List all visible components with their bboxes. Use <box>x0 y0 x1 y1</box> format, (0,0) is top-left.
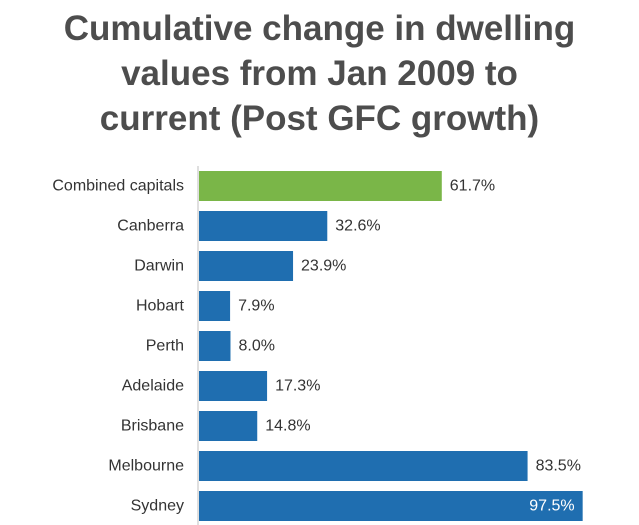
value-label-sydney: 97.5% <box>529 498 574 515</box>
bar-darwin <box>199 251 294 281</box>
chart-title-line-1: Cumulative change in dwelling <box>63 9 576 48</box>
value-label-perth: 8.0% <box>238 338 274 355</box>
value-label-adelaide: 17.3% <box>275 378 320 395</box>
category-label-canberra: Canberra <box>117 218 184 235</box>
value-label-brisbane: 14.8% <box>265 418 310 435</box>
value-label-combined-capitals: 61.7% <box>450 178 495 195</box>
category-label-brisbane: Brisbane <box>121 418 184 435</box>
bar-series: Combined capitals 61.7% Canberra 32.6% Darwi… <box>52 171 583 521</box>
category-label-perth: Perth <box>146 338 184 355</box>
category-label-melbourne: Melbourne <box>108 458 184 475</box>
bar-canberra <box>199 211 328 241</box>
category-label-adelaide: Adelaide <box>122 378 184 395</box>
category-label-combined-capitals: Combined capitals <box>52 178 184 195</box>
bar-melbourne <box>199 451 528 481</box>
value-label-hobart: 7.9% <box>238 298 274 315</box>
chart-title-line-2: values from Jan 2009 to <box>121 54 518 93</box>
bar-perth <box>199 331 231 361</box>
bar-combined-capitals <box>199 171 442 201</box>
category-label-darwin: Darwin <box>134 258 184 275</box>
value-label-darwin: 23.9% <box>301 258 346 275</box>
chart-title-line-3: current (Post GFC growth) <box>99 99 540 138</box>
value-label-melbourne: 83.5% <box>536 458 581 475</box>
value-label-canberra: 32.6% <box>335 218 380 235</box>
category-label-hobart: Hobart <box>136 298 185 315</box>
bar-sydney <box>199 491 583 521</box>
bar-adelaide <box>199 371 268 401</box>
chart-title: Cumulative change in dwelling values fro… <box>0 6 639 141</box>
category-label-sydney: Sydney <box>131 498 184 515</box>
bar-brisbane <box>199 411 258 441</box>
bar-hobart <box>199 291 231 321</box>
